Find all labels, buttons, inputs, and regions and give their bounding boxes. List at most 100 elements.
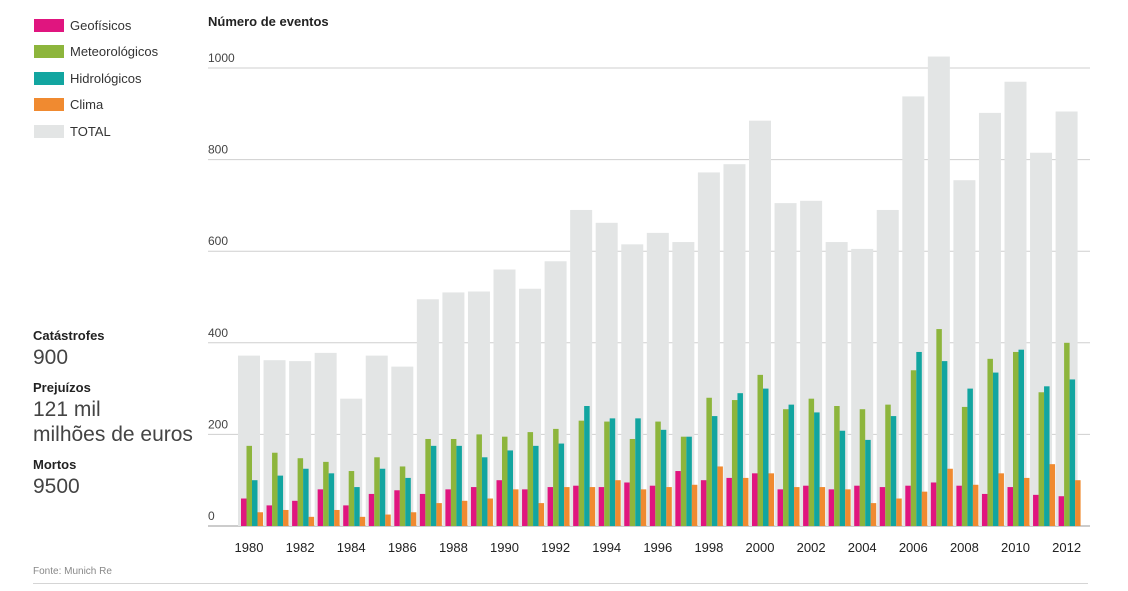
bar-meteorologicos	[783, 409, 789, 526]
bar-clima	[640, 489, 647, 526]
bar-geofisicos	[1058, 496, 1065, 526]
bar-geofisicos	[241, 498, 247, 526]
bar-meteorologicos	[297, 458, 304, 526]
bar-meteorologicos	[578, 420, 585, 526]
bar-meteorologicos	[1064, 342, 1070, 526]
bar-meteorologicos	[859, 409, 866, 526]
bar-geofisicos	[726, 477, 732, 526]
x-tick-label: 1988	[439, 540, 468, 555]
bar-geofisicos	[675, 471, 681, 526]
bar-clima	[896, 498, 902, 526]
bar-geofisicos	[752, 473, 758, 526]
bar-hidrologicos	[686, 436, 692, 526]
bar-clima	[691, 484, 698, 526]
bar-clima	[921, 491, 928, 526]
stat-label-mortos: Mortos	[33, 457, 77, 472]
x-tick-label: 1990	[490, 540, 519, 555]
x-tick-label: 2012	[1052, 540, 1081, 555]
legend-label: Hidrológicos	[70, 70, 142, 86]
bar-hidrologicos	[763, 388, 769, 526]
y-tick-label: 600	[208, 234, 228, 248]
bar-meteorologicos	[655, 421, 661, 526]
bar-clima	[794, 487, 800, 526]
bar-hidrologicos	[533, 445, 539, 526]
x-tick-label: 1982	[286, 540, 315, 555]
bar-geofisicos	[1007, 487, 1013, 526]
bar-geofisicos	[368, 493, 375, 526]
bar-geofisicos	[981, 493, 988, 526]
x-tick-label: 1984	[337, 540, 366, 555]
stat-value-mortos: 9500	[33, 475, 80, 498]
legend-item: Clima	[34, 92, 158, 119]
bar-hidrologicos	[507, 450, 513, 526]
bar-hidrologicos	[916, 351, 922, 526]
legend-swatch	[34, 18, 64, 32]
bar-clima	[768, 473, 774, 526]
legend-swatch	[34, 124, 64, 138]
bar-hidrologicos	[1069, 379, 1076, 526]
bar-clima	[717, 466, 723, 526]
bar-hidrologicos	[328, 473, 335, 526]
x-tick-label: 1998	[694, 540, 723, 555]
bar-meteorologicos	[272, 452, 278, 526]
bar-geofisicos	[803, 485, 809, 526]
bar-clima	[998, 473, 1004, 526]
bar-clima	[870, 503, 877, 526]
bar-geofisicos	[496, 480, 502, 526]
bar-geofisicos	[930, 482, 937, 526]
bar-geofisicos	[547, 487, 554, 526]
bar-geofisicos	[419, 493, 426, 526]
bar-clima	[564, 487, 570, 526]
bar-clima	[947, 468, 953, 526]
stats-panel: Catástrofes 900 Prejuízos 121 mil milhõe…	[33, 318, 193, 499]
bar-meteorologicos	[604, 421, 610, 526]
bar-geofisicos	[445, 489, 451, 526]
x-tick-label: 2006	[899, 540, 928, 555]
y-tick-label: 800	[208, 143, 228, 157]
bar-geofisicos	[522, 489, 528, 526]
bar-meteorologicos	[910, 370, 917, 526]
legend-swatch	[34, 71, 64, 85]
y-tick-label: 200	[208, 417, 228, 431]
bar-clima	[487, 498, 493, 526]
bar-hidrologicos	[584, 406, 590, 526]
legend-label: TOTAL	[70, 123, 111, 139]
bar-geofisicos	[879, 487, 886, 526]
bar-geofisicos	[624, 482, 630, 526]
bar-hidrologicos	[456, 445, 462, 526]
bar-meteorologicos	[450, 438, 457, 526]
bar-hidrologicos	[430, 445, 437, 526]
bar-clima	[334, 509, 340, 526]
bar-clima	[1024, 477, 1030, 526]
bar-meteorologicos	[680, 436, 687, 526]
y-tick-label: 1000	[208, 51, 235, 65]
stat-label-catastrofes: Catástrofes	[33, 328, 105, 343]
bar-clima	[513, 489, 519, 526]
legend-swatch	[34, 98, 64, 112]
bar-geofisicos	[343, 505, 349, 526]
x-tick-label: 2008	[950, 540, 979, 555]
bar-hidrologicos	[1044, 386, 1050, 526]
bar-hidrologicos	[865, 439, 871, 526]
bar-clima	[538, 503, 545, 526]
bar-clima	[615, 480, 621, 526]
bar-hidrologicos	[788, 404, 795, 526]
bar-clima	[972, 484, 979, 526]
legend-label: Geofísicos	[70, 17, 132, 33]
bar-meteorologicos	[323, 461, 329, 526]
bar-geofisicos	[649, 485, 656, 526]
y-tick-label: 400	[208, 326, 228, 340]
x-tick-label: 1980	[235, 540, 264, 555]
bar-hidrologicos	[967, 388, 973, 526]
source-divider	[33, 583, 1088, 584]
bar-clima	[666, 487, 672, 526]
bar-geofisicos	[828, 489, 835, 526]
x-tick-label: 1996	[643, 540, 672, 555]
bar-geofisicos	[317, 489, 324, 526]
legend-item: Meteorológicos	[34, 39, 158, 66]
bar-clima	[589, 487, 596, 526]
bar-hidrologicos	[890, 416, 897, 526]
bar-geofisicos	[700, 480, 707, 526]
x-tick-label: 2004	[848, 540, 877, 555]
bar-chart: Número de eventos 0 200 400 600 800 1000 1980 19…	[208, 14, 1090, 555]
